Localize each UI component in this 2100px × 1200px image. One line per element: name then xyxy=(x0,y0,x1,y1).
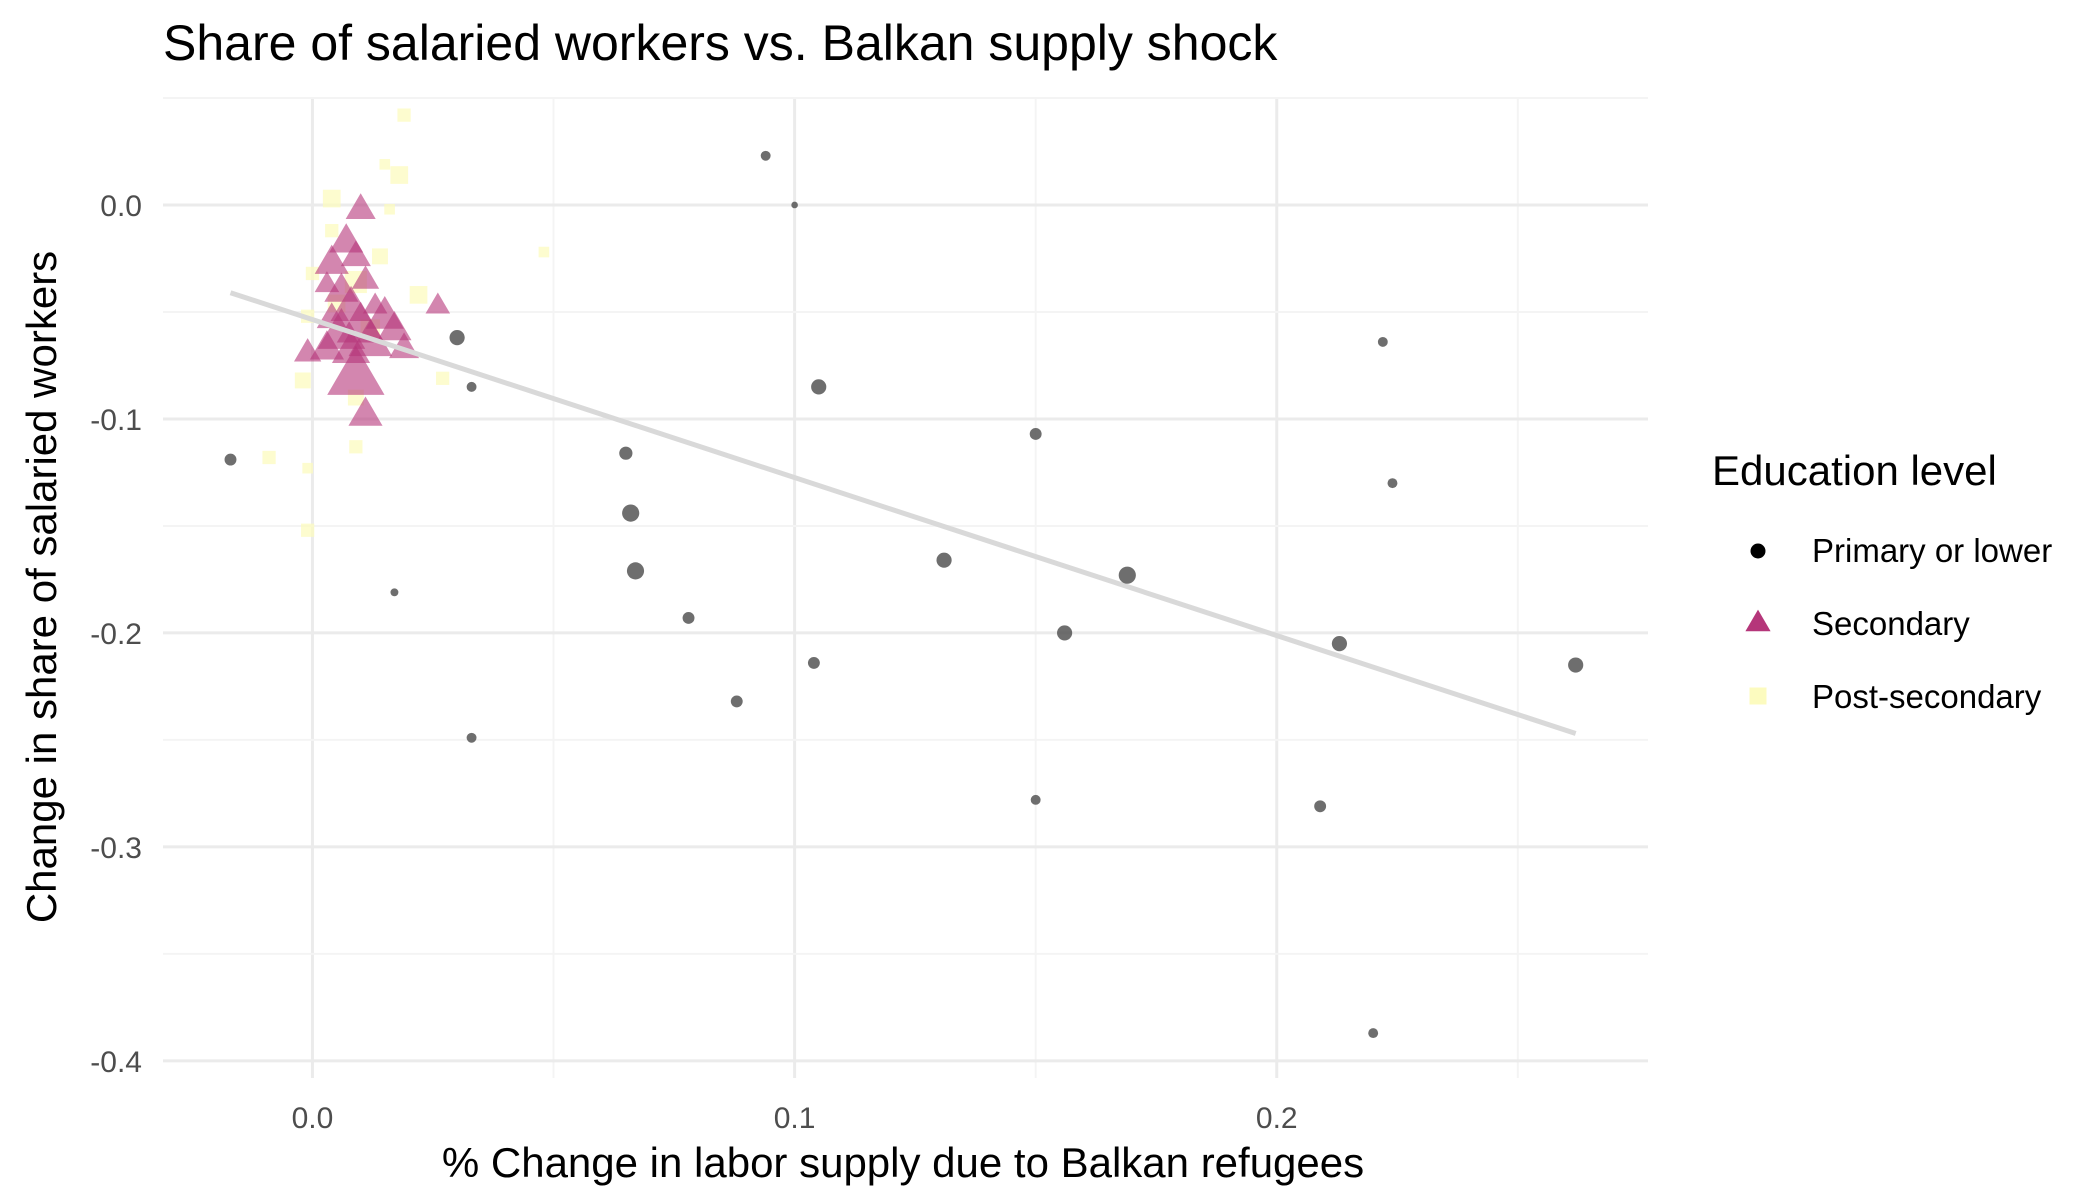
data-point xyxy=(293,338,322,362)
data-point xyxy=(1030,794,1041,805)
data-point xyxy=(301,523,315,537)
data-point xyxy=(351,265,380,289)
y-axis-title: Change in share of salaried workers xyxy=(18,251,65,923)
y-tick-label: -0.3 xyxy=(90,832,142,865)
legend-keys xyxy=(1745,543,1771,705)
legend-label-secondary: Secondary xyxy=(1812,605,1970,642)
legend-title: Education level xyxy=(1712,447,1997,494)
series-post-secondary xyxy=(262,108,550,537)
legend-key-circle xyxy=(1750,543,1766,559)
x-tick-label: 0.1 xyxy=(774,1102,816,1135)
data-point xyxy=(262,450,276,465)
data-point xyxy=(1057,625,1073,641)
tick-labels: 0.0 0.1 0.2 0.0 -0.1 -0.2 -0.3 -0.4 xyxy=(90,190,1297,1135)
data-point xyxy=(409,286,428,304)
y-tick-label: -0.4 xyxy=(90,1046,142,1079)
data-points xyxy=(262,108,550,537)
data-point xyxy=(619,446,633,460)
data-point xyxy=(349,440,363,454)
data-point xyxy=(379,159,391,170)
data-point xyxy=(325,224,339,238)
data-point xyxy=(807,656,820,669)
data-point xyxy=(1331,636,1348,652)
data-point xyxy=(466,381,477,392)
data-point xyxy=(730,695,743,708)
y-tick-label: -0.2 xyxy=(90,618,142,651)
legend: Education level Primary or lower Seconda… xyxy=(1712,447,2052,715)
data-point xyxy=(314,244,349,274)
data-point xyxy=(397,108,411,122)
data-point xyxy=(377,310,412,341)
data-point xyxy=(322,189,341,208)
grid xyxy=(163,97,1648,1078)
series-secondary xyxy=(293,193,451,426)
data-point xyxy=(390,166,409,184)
data-point xyxy=(294,372,311,389)
legend-label-post-secondary: Post-secondary xyxy=(1812,678,2042,715)
data-point xyxy=(384,203,395,215)
chart-title: Share of salaried workers vs. Balkan sup… xyxy=(163,15,1278,71)
data-point xyxy=(622,504,640,522)
data-point xyxy=(302,462,313,474)
data-point xyxy=(1029,427,1042,440)
data-point xyxy=(449,330,465,346)
x-axis-title: % Change in labor supply due to Balkan r… xyxy=(442,1139,1364,1186)
data-point xyxy=(626,562,645,580)
data-point xyxy=(1377,336,1388,347)
data-point xyxy=(390,588,399,597)
legend-key-triangle xyxy=(1745,609,1771,632)
data-point xyxy=(340,240,371,267)
data-point xyxy=(309,330,344,360)
trend-line-group xyxy=(229,290,1577,736)
data-point xyxy=(224,453,237,466)
data-point xyxy=(1118,566,1136,584)
data-point xyxy=(348,396,383,426)
data-point xyxy=(345,193,376,220)
legend-key-square xyxy=(1749,687,1767,705)
data-point xyxy=(791,201,798,209)
data-point xyxy=(372,248,388,265)
data-point xyxy=(811,379,827,395)
y-tick-label: -0.1 xyxy=(90,404,142,437)
y-tick-label: 0.0 xyxy=(100,190,142,223)
data-point xyxy=(1368,1028,1379,1039)
data-point xyxy=(1568,657,1584,673)
data-point xyxy=(682,612,695,624)
data-point xyxy=(538,246,550,258)
x-tick-label: 0.2 xyxy=(1256,1102,1298,1135)
data-point xyxy=(327,345,385,395)
data-point xyxy=(466,732,477,743)
data-point xyxy=(305,266,320,281)
data-point xyxy=(1387,478,1398,489)
data-point xyxy=(936,552,952,568)
series-primary-or-lower xyxy=(224,150,1584,1039)
trend-line xyxy=(229,290,1577,736)
data-point xyxy=(425,292,451,314)
legend-label-primary: Primary or lower xyxy=(1812,532,2052,569)
data-point xyxy=(760,150,771,161)
x-tick-label: 0.0 xyxy=(292,1102,334,1135)
data-point xyxy=(436,371,450,385)
data-point xyxy=(1314,800,1327,813)
